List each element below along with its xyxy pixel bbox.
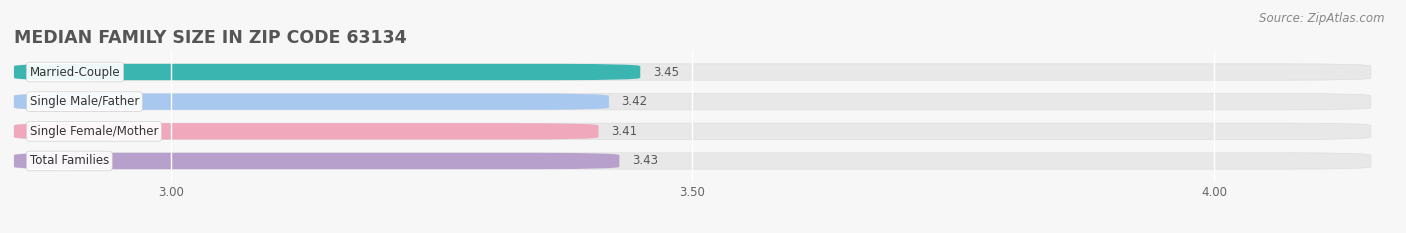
FancyBboxPatch shape: [14, 123, 1371, 140]
Text: 3.43: 3.43: [631, 154, 658, 168]
Text: Single Female/Mother: Single Female/Mother: [30, 125, 159, 138]
Text: Total Families: Total Families: [30, 154, 110, 168]
Text: Source: ZipAtlas.com: Source: ZipAtlas.com: [1260, 12, 1385, 25]
FancyBboxPatch shape: [14, 123, 599, 140]
Text: MEDIAN FAMILY SIZE IN ZIP CODE 63134: MEDIAN FAMILY SIZE IN ZIP CODE 63134: [14, 29, 406, 47]
FancyBboxPatch shape: [14, 93, 609, 110]
FancyBboxPatch shape: [14, 93, 1371, 110]
FancyBboxPatch shape: [14, 153, 620, 169]
Text: 3.42: 3.42: [621, 95, 648, 108]
Text: 3.41: 3.41: [612, 125, 637, 138]
FancyBboxPatch shape: [14, 64, 640, 80]
Text: 3.45: 3.45: [652, 65, 679, 79]
Text: Married-Couple: Married-Couple: [30, 65, 121, 79]
FancyBboxPatch shape: [14, 153, 1371, 169]
FancyBboxPatch shape: [14, 64, 1371, 80]
Text: Single Male/Father: Single Male/Father: [30, 95, 139, 108]
